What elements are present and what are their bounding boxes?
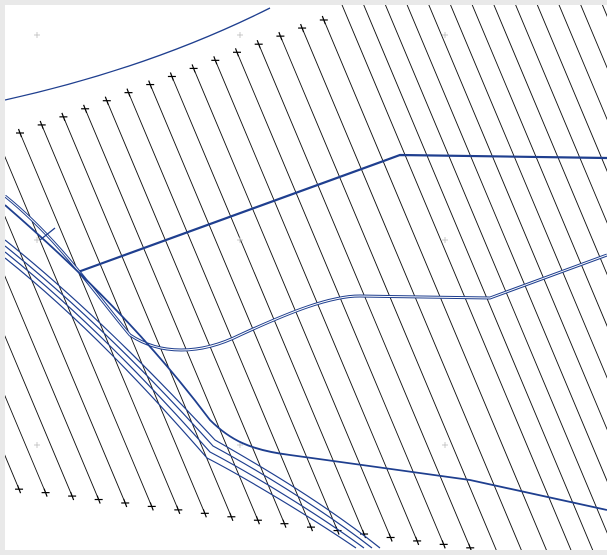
tick <box>234 48 240 57</box>
survey-line <box>450 5 607 379</box>
channel-3 <box>5 251 365 549</box>
tick <box>308 522 314 532</box>
road-double-inner <box>5 195 607 351</box>
survey-line <box>5 215 126 504</box>
survey-line <box>5 275 100 500</box>
tick <box>149 502 154 511</box>
survey-line <box>62 116 232 517</box>
survey-line <box>493 5 607 276</box>
survey-line <box>428 5 607 431</box>
survey-line <box>558 5 607 121</box>
map-canvas <box>5 5 607 550</box>
survey-line <box>384 5 607 534</box>
tick <box>278 31 283 41</box>
grid-crosses <box>34 32 448 448</box>
tick <box>123 498 128 508</box>
tick <box>61 112 66 122</box>
stub <box>39 227 56 241</box>
tick <box>104 96 109 105</box>
survey-line <box>301 27 522 550</box>
survey-line <box>19 132 179 511</box>
blue-lines <box>5 7 607 549</box>
road <box>77 153 607 274</box>
tick <box>229 512 234 521</box>
tick <box>126 88 131 97</box>
channel-1 <box>5 239 381 549</box>
survey-line <box>471 5 607 327</box>
survey-line <box>580 5 607 69</box>
road-lower <box>5 204 607 511</box>
tick <box>16 484 22 494</box>
survey-line <box>106 100 285 524</box>
tick <box>43 488 48 497</box>
survey-line <box>5 394 47 493</box>
survey-line <box>171 76 365 535</box>
map-view <box>5 5 607 550</box>
tick <box>202 509 207 518</box>
survey-line <box>341 5 572 550</box>
survey-line <box>5 335 73 497</box>
tick <box>148 80 153 89</box>
tick <box>96 495 101 504</box>
survey-line <box>193 68 392 538</box>
tick <box>255 516 260 525</box>
channel-4 <box>5 257 357 549</box>
survey-line <box>5 155 153 507</box>
survey-line <box>323 19 547 550</box>
tick <box>415 536 420 546</box>
survey-line <box>406 5 607 482</box>
survey-line <box>149 84 338 531</box>
survey-line <box>41 124 206 514</box>
survey-line <box>5 454 20 490</box>
tick <box>39 120 44 130</box>
survey-line <box>214 60 418 542</box>
tick <box>70 491 75 501</box>
tick <box>300 23 305 33</box>
tick <box>17 128 23 138</box>
survey-line <box>279 35 497 550</box>
tick <box>388 533 393 542</box>
tick <box>256 39 261 49</box>
survey-line <box>536 5 607 172</box>
tick <box>191 64 196 73</box>
tick <box>83 104 88 113</box>
survey-lines <box>5 5 607 550</box>
road-double <box>5 194 607 352</box>
tick <box>176 505 181 515</box>
tick <box>282 519 287 528</box>
tick <box>213 56 218 65</box>
survey-line <box>84 108 259 521</box>
survey-line <box>363 5 594 550</box>
channel-2 <box>5 245 373 549</box>
tick <box>468 543 472 550</box>
tick <box>169 72 174 81</box>
tick <box>441 540 446 549</box>
tick <box>321 15 326 25</box>
survey-line <box>515 5 607 224</box>
boundary-curve <box>5 7 271 101</box>
survey-line <box>128 92 312 528</box>
